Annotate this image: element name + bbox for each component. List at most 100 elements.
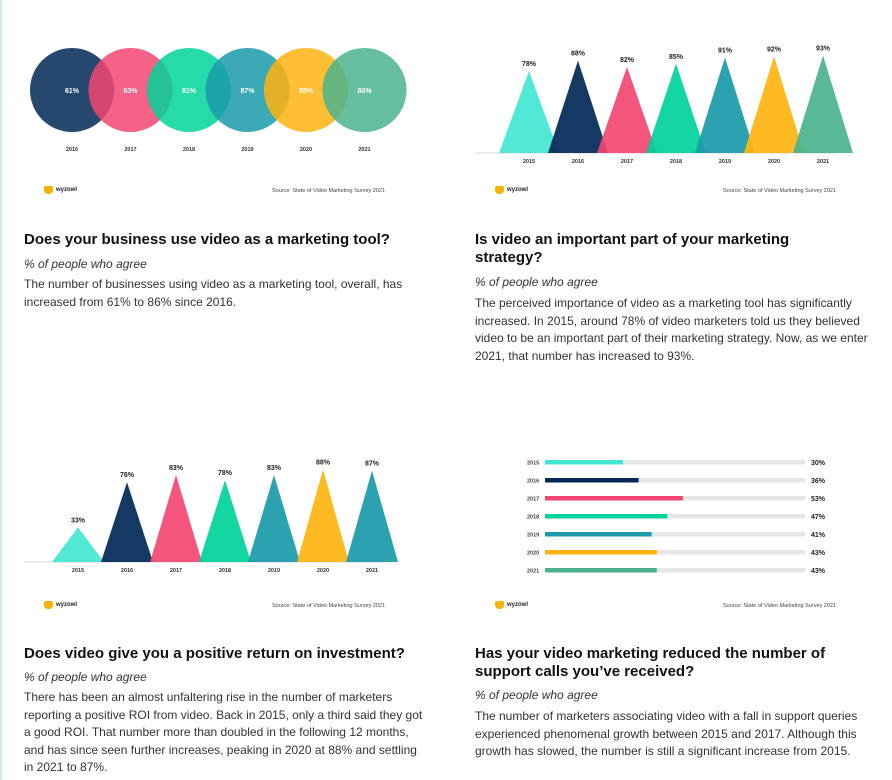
- bar-2019: [545, 532, 652, 537]
- x-tick-label-2017: 2017: [621, 159, 633, 165]
- x-tick-label-2020: 2020: [300, 147, 312, 153]
- x-tick-label-2016: 2016: [121, 568, 133, 574]
- bubble-2017: [88, 48, 173, 132]
- triangle-chart-strategy: 78% 2015 88% 2016 82% 2017 85% 2018 91% 2019 92% 20…: [475, 30, 875, 170]
- question-title: Has your video marketing reduced the num…: [475, 645, 826, 680]
- y-tick-label-2019: 2019: [527, 533, 539, 539]
- y-tick-label-2020: 2020: [527, 551, 539, 557]
- brand-name: wyzowl: [56, 187, 78, 193]
- question-subtitle: % of people who agree: [475, 275, 598, 289]
- bubble-label-2016: 61%: [65, 88, 80, 95]
- bar-track-2021: [545, 568, 805, 573]
- bar-2018: [545, 514, 668, 519]
- chart-source: Source: State of Video Marketing Survey …: [272, 603, 386, 609]
- data-label-2016: 88%: [571, 51, 586, 58]
- bar-2020: [545, 550, 657, 555]
- owl-logo-icon: [44, 601, 53, 609]
- data-label-2021: 87%: [365, 461, 380, 468]
- triangle-2016: [548, 60, 608, 153]
- bar-track-2020: [545, 550, 805, 555]
- bubble-label-2020: 85%: [299, 88, 314, 95]
- data-label-2017: 53%: [811, 496, 826, 503]
- data-label-2019: 83%: [267, 465, 282, 472]
- bar-track-2019: [545, 532, 805, 537]
- card-business-video: 61% 2016 63% 2017 81% 2018 87% 2019 85% 2020 86% 20…: [24, 30, 424, 330]
- x-tick-label-2020: 2020: [317, 568, 329, 574]
- owl-logo-icon: [44, 186, 53, 194]
- data-label-2018: 78%: [218, 470, 233, 477]
- triangle-2015: [52, 527, 104, 562]
- triangle-2020: [744, 56, 804, 153]
- x-tick-label-2021: 2021: [817, 159, 829, 165]
- y-tick-label-2021: 2021: [527, 569, 539, 575]
- x-tick-label-2020: 2020: [768, 159, 780, 165]
- data-label-2017: 83%: [169, 465, 184, 472]
- question-subtitle: % of people who agree: [475, 688, 598, 702]
- triangle-chart-strategy-svg: 78% 2015 88% 2016 82% 2017 85% 2018 91% 2019 92% 20…: [475, 45, 853, 165]
- bubble-2018: [147, 48, 231, 132]
- x-tick-label-2016: 2016: [66, 147, 78, 153]
- owl-logo-icon: [495, 601, 504, 609]
- bubble-chart: 61% 2016 63% 2017 81% 2018 87% 2019 85% 2020 86% 20…: [24, 30, 424, 170]
- brand-name: wyzowl: [507, 602, 529, 608]
- brand-logo: wyzowl: [44, 601, 77, 609]
- question-subtitle: % of people who agree: [24, 670, 147, 684]
- bar-2017: [545, 496, 683, 501]
- triangle-2020: [297, 469, 349, 562]
- x-tick-label-2021: 2021: [366, 568, 378, 574]
- triangle-2015: [499, 71, 559, 153]
- question-body: The perceived importance of video as a m…: [475, 296, 868, 363]
- bubble-chart-svg: 61% 2016 63% 2017 81% 2018 87% 2019 85% 2020 86% 20…: [30, 48, 407, 153]
- bubble-2016: [30, 48, 114, 132]
- bubble-2020: [264, 48, 348, 132]
- triangle-2018: [646, 63, 706, 153]
- question-body: There has been an almost unfaltering ris…: [24, 690, 423, 774]
- question-body: The number of businesses using video as …: [24, 277, 403, 309]
- card-video-strategy: 78% 2015 88% 2016 82% 2017 85% 2018 91% 2019 92% 20…: [475, 30, 875, 370]
- brand-name: wyzowl: [507, 187, 529, 193]
- question-title: Does your business use video as a market…: [24, 231, 390, 248]
- chart-source: Source: State of Video Marketing Survey …: [723, 603, 837, 609]
- x-tick-label-2016: 2016: [572, 159, 584, 165]
- x-tick-label-2018: 2018: [183, 147, 195, 153]
- card-support-calls: 2015 30% 2016 36% 2017 53% 2018 47% 2019 41% 2020 4…: [475, 440, 875, 780]
- bubble-2019: [205, 48, 290, 132]
- x-tick-label-2021: 2021: [358, 147, 370, 153]
- x-tick-label-2017: 2017: [124, 147, 136, 153]
- y-tick-label-2017: 2017: [527, 497, 539, 503]
- data-label-2021: 43%: [811, 568, 826, 575]
- triangle-2019: [248, 474, 300, 562]
- chart-source: Source: State of Video Marketing Survey …: [272, 188, 386, 194]
- triangle-2016: [101, 482, 153, 562]
- triangle-2019: [695, 57, 755, 154]
- data-label-2015: 33%: [71, 517, 86, 524]
- question-title: Does video give you a positive return on…: [24, 645, 405, 662]
- bubble-label-2019: 87%: [240, 88, 255, 95]
- bubble-label-2021: 86%: [357, 88, 372, 95]
- data-label-2020: 43%: [811, 550, 826, 557]
- data-label-2020: 92%: [767, 46, 782, 53]
- question-subtitle: % of people who agree: [24, 257, 147, 271]
- question-body: The number of marketers associating vide…: [475, 709, 858, 758]
- brand-logo: wyzowl: [495, 186, 528, 194]
- data-label-2020: 88%: [316, 460, 331, 467]
- bar-2015: [545, 460, 623, 465]
- triangle-2017: [597, 66, 657, 153]
- question-title: Is video an important part of your marke…: [475, 231, 790, 266]
- data-label-2017: 82%: [620, 57, 635, 64]
- bubble-label-2018: 81%: [182, 88, 197, 95]
- card-video-roi: 33% 2015 76% 2016 83% 2017 78% 2018 83% 2019 88% 20…: [24, 440, 424, 780]
- bubble-label-2017: 63%: [123, 88, 138, 95]
- y-tick-label-2018: 2018: [527, 515, 539, 521]
- bubble-2021: [322, 48, 407, 132]
- x-tick-label-2019: 2019: [268, 568, 280, 574]
- x-tick-label-2019: 2019: [241, 147, 253, 153]
- triangle-2021: [793, 55, 853, 153]
- bar-2016: [545, 478, 639, 483]
- triangle-chart-roi: 33% 2015 76% 2016 83% 2017 78% 2018 83% 2019 88% 20…: [24, 440, 424, 580]
- data-label-2018: 47%: [811, 514, 826, 521]
- horizontal-bar-chart-svg: 2015 30% 2016 36% 2017 53% 2018 47% 2019 41% 2020 4…: [527, 460, 826, 575]
- x-tick-label-2015: 2015: [523, 159, 535, 165]
- triangle-2017: [150, 474, 202, 562]
- horizontal-bar-chart: 2015 30% 2016 36% 2017 53% 2018 47% 2019 41% 2020 4…: [475, 440, 875, 580]
